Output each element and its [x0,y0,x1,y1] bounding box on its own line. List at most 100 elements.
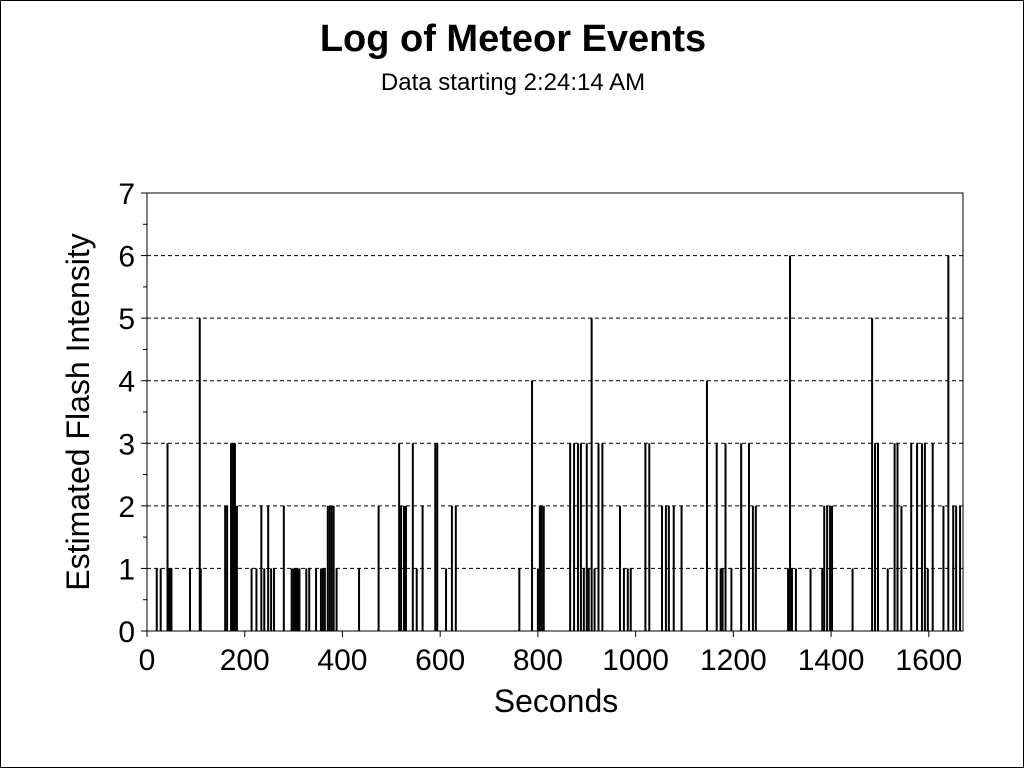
bar [754,505,757,631]
x-axis-label: Seconds [494,683,619,719]
bar [263,568,266,631]
bar [789,255,792,632]
x-tick-label: 600 [415,644,465,677]
x-tick-label: 800 [513,644,563,677]
bar [751,505,754,631]
bar [328,505,331,631]
bar [536,568,539,631]
x-axis: 0 200 400 600 800 1000 1200 1400 1600 [139,631,962,677]
y-tick-label: 7 [118,178,135,211]
bar [721,568,724,631]
bar [910,443,913,631]
bar [434,443,437,631]
bar [321,568,324,631]
bar [404,505,407,631]
bar [296,568,299,631]
y-tick-label: 2 [118,491,135,524]
x-tick-label: 1200 [700,644,767,677]
bar [326,505,329,631]
x-tick-label: 1600 [895,644,962,677]
bar [332,505,335,631]
bar [518,568,521,631]
x-tick-label: 200 [220,644,270,677]
bar [667,505,670,631]
bar [740,443,743,631]
bar [747,443,750,631]
bar [826,505,829,631]
bar [235,505,238,631]
bar [582,568,585,631]
gridlines [147,255,963,569]
bars [155,255,962,632]
bar [794,568,797,631]
x-tick-label: 1000 [602,644,669,677]
bar [680,505,683,631]
bar [661,505,664,631]
bar [730,568,733,631]
bar [273,568,276,631]
bar [305,568,308,631]
bar [421,505,424,631]
bar [893,443,896,631]
chart-title: Log of Meteor Events [320,18,706,60]
bar [601,443,604,631]
bar [931,443,934,631]
bar [315,568,318,631]
bar [590,318,593,631]
bar [664,505,667,631]
bar [224,505,227,631]
x-tick-label: 400 [317,644,367,677]
bar [715,443,718,631]
bar [267,505,270,631]
bar [626,568,629,631]
bar [403,505,406,631]
bar [947,255,950,632]
bar [168,568,171,631]
bar [531,380,534,631]
bar [871,318,874,631]
bar [644,443,647,631]
bar [705,380,708,631]
bar [188,568,191,631]
y-tick-label: 4 [118,366,135,399]
bar [809,568,812,631]
bar [542,505,545,631]
bar [926,568,929,631]
bar [886,568,889,631]
bar [952,505,955,631]
bar [255,568,258,631]
bar [270,568,273,631]
bar [230,443,233,631]
bar [823,505,826,631]
y-tick-label: 3 [118,428,135,461]
bar [159,568,162,631]
bar [719,568,722,631]
bar [920,443,923,631]
bar [916,443,919,631]
bar [573,443,576,631]
bar [955,505,958,631]
bar [436,443,439,631]
bar [923,443,926,631]
bar [231,443,234,631]
bar [170,568,173,631]
bar [876,443,879,631]
bar [579,443,582,631]
y-tick-label: 6 [118,241,135,274]
bar [831,505,834,631]
y-axis-label: Estimated Flash Intensity [60,233,96,590]
y-tick-label: 5 [118,303,135,336]
bar [308,568,311,631]
bar [282,505,285,631]
bar [538,505,541,631]
bar [900,505,903,631]
bar [829,505,832,631]
bar [319,568,322,631]
bar [724,443,727,631]
bar [377,505,380,631]
bar [959,505,962,631]
y-axis: 0 1 2 3 4 5 6 7 [118,178,147,649]
bar [335,568,338,631]
y-tick-label: 1 [118,553,135,586]
